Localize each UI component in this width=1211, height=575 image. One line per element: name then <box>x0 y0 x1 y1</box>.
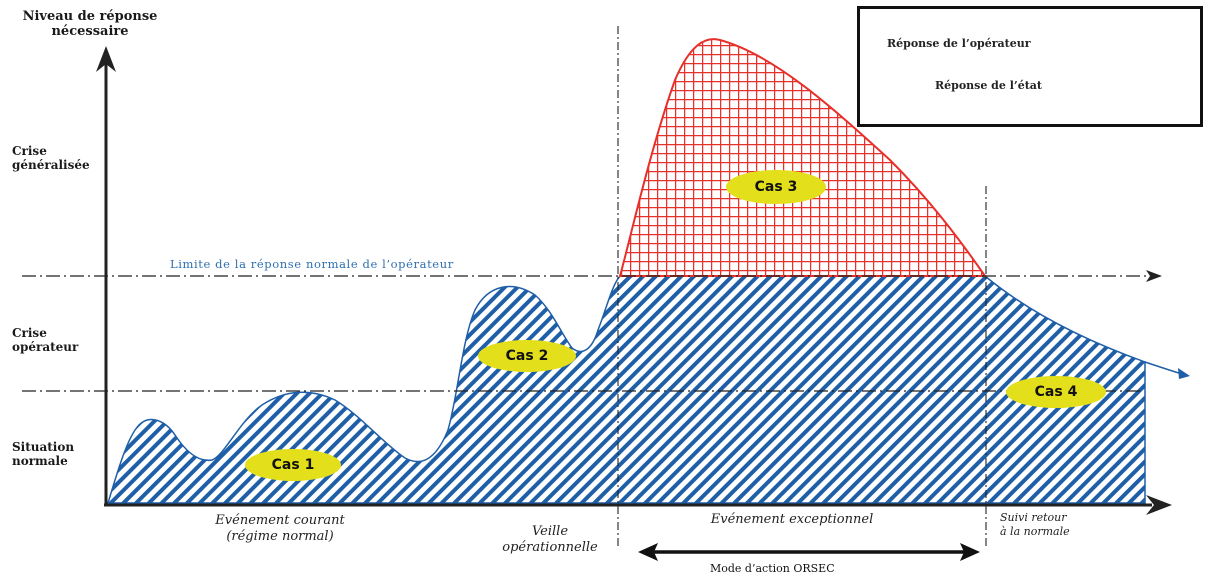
orsec-arrow-left-head <box>638 543 658 561</box>
phase-veille-line1: Veille <box>531 524 569 539</box>
x-axis-arrowhead <box>1146 495 1172 515</box>
case-2-badge: Cas 2 <box>478 340 576 372</box>
legend <box>857 6 1203 127</box>
level-crise-generalisee-line1: Crise <box>12 144 47 158</box>
phase-courant-line2: (régime normal) <box>226 529 334 544</box>
orsec-arrow-right-head <box>960 543 980 561</box>
phase-retour-line1: Suivi retour <box>1000 511 1067 524</box>
legend-label-operator: Réponse de l’opérateur <box>887 37 1031 50</box>
level-crise-operateur-line2: opérateur <box>12 340 79 354</box>
phase-exceptionnel: Evénement exceptionnel <box>710 512 874 527</box>
phase-courant: Evénement courant (régime normal) <box>190 513 370 545</box>
state-response-area <box>618 38 987 277</box>
phase-veille-line2: opérationnelle <box>502 540 598 555</box>
legend-label-state: Réponse de l’état <box>935 79 1043 92</box>
phase-retour-line2: à la normale <box>1000 525 1070 538</box>
phase-courant-line1: Evénement courant <box>215 513 345 528</box>
case-3-badge: Cas 3 <box>726 170 826 204</box>
case-4-badge: Cas 4 <box>1006 376 1106 408</box>
decline-curve <box>1144 361 1183 375</box>
level-crise-operateur-line1: Crise <box>12 326 47 340</box>
level-crise-operateur: Crise opérateur <box>12 326 78 354</box>
level-situation-normale: Situation normale <box>12 440 74 468</box>
level-situation-normale-line2: normale <box>12 454 68 468</box>
level-crise-generalisee: Crise généralisée <box>12 144 90 172</box>
phase-veille: Veille opérationnelle <box>480 524 620 556</box>
limit-line-arrowhead <box>1146 270 1162 282</box>
case-1-badge: Cas 1 <box>245 449 341 481</box>
y-axis-title: Niveau de réponse nécessaire <box>20 9 160 39</box>
operator-response-area <box>106 275 1146 504</box>
decline-arrowhead <box>1178 368 1190 379</box>
limit-label: Limite de la réponse normale de l’opérat… <box>170 257 454 271</box>
y-axis-arrowhead <box>96 46 116 72</box>
level-situation-normale-line1: Situation <box>12 440 75 454</box>
level-crise-generalisee-line2: généralisée <box>12 158 90 172</box>
orsec-label: Mode d’action ORSEC <box>710 562 835 575</box>
y-axis-title-line2: nécessaire <box>51 24 129 39</box>
y-axis-title-line1: Niveau de réponse <box>22 9 158 24</box>
phase-retour: Suivi retour à la normale <box>1000 511 1110 539</box>
